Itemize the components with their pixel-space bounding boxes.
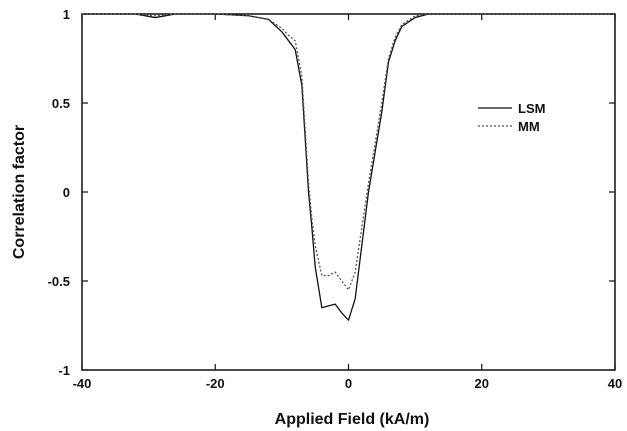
x-tick-label-0: -40 bbox=[73, 376, 92, 391]
series-line-mm bbox=[82, 13, 615, 291]
plot-frame bbox=[81, 13, 616, 371]
x-tick-label-4: 40 bbox=[608, 376, 622, 391]
legend: LSM MM bbox=[478, 101, 545, 134]
tick-labels: -40 -20 0 20 40 -1 -0.5 0 0.5 1 bbox=[48, 7, 623, 391]
y-tick-label-0: -1 bbox=[58, 363, 70, 378]
legend-label-mm: MM bbox=[518, 119, 540, 134]
series-line-lsm bbox=[82, 13, 615, 321]
x-tick-label-3: 20 bbox=[475, 376, 489, 391]
y-tick-label-1: -0.5 bbox=[48, 274, 70, 289]
y-axis-label: Correlation factor bbox=[11, 125, 28, 259]
x-tick-label-2: 0 bbox=[345, 376, 352, 391]
series-layer bbox=[82, 13, 615, 321]
x-tick-label-1: -20 bbox=[206, 376, 225, 391]
y-tick-label-4: 1 bbox=[63, 7, 70, 22]
y-tick-label-3: 0.5 bbox=[52, 96, 70, 111]
legend-label-lsm: LSM bbox=[518, 101, 545, 116]
y-tick-label-2: 0 bbox=[63, 185, 70, 200]
x-axis-label: Applied Field (kA/m) bbox=[275, 411, 430, 428]
axis-ticks bbox=[81, 13, 616, 371]
